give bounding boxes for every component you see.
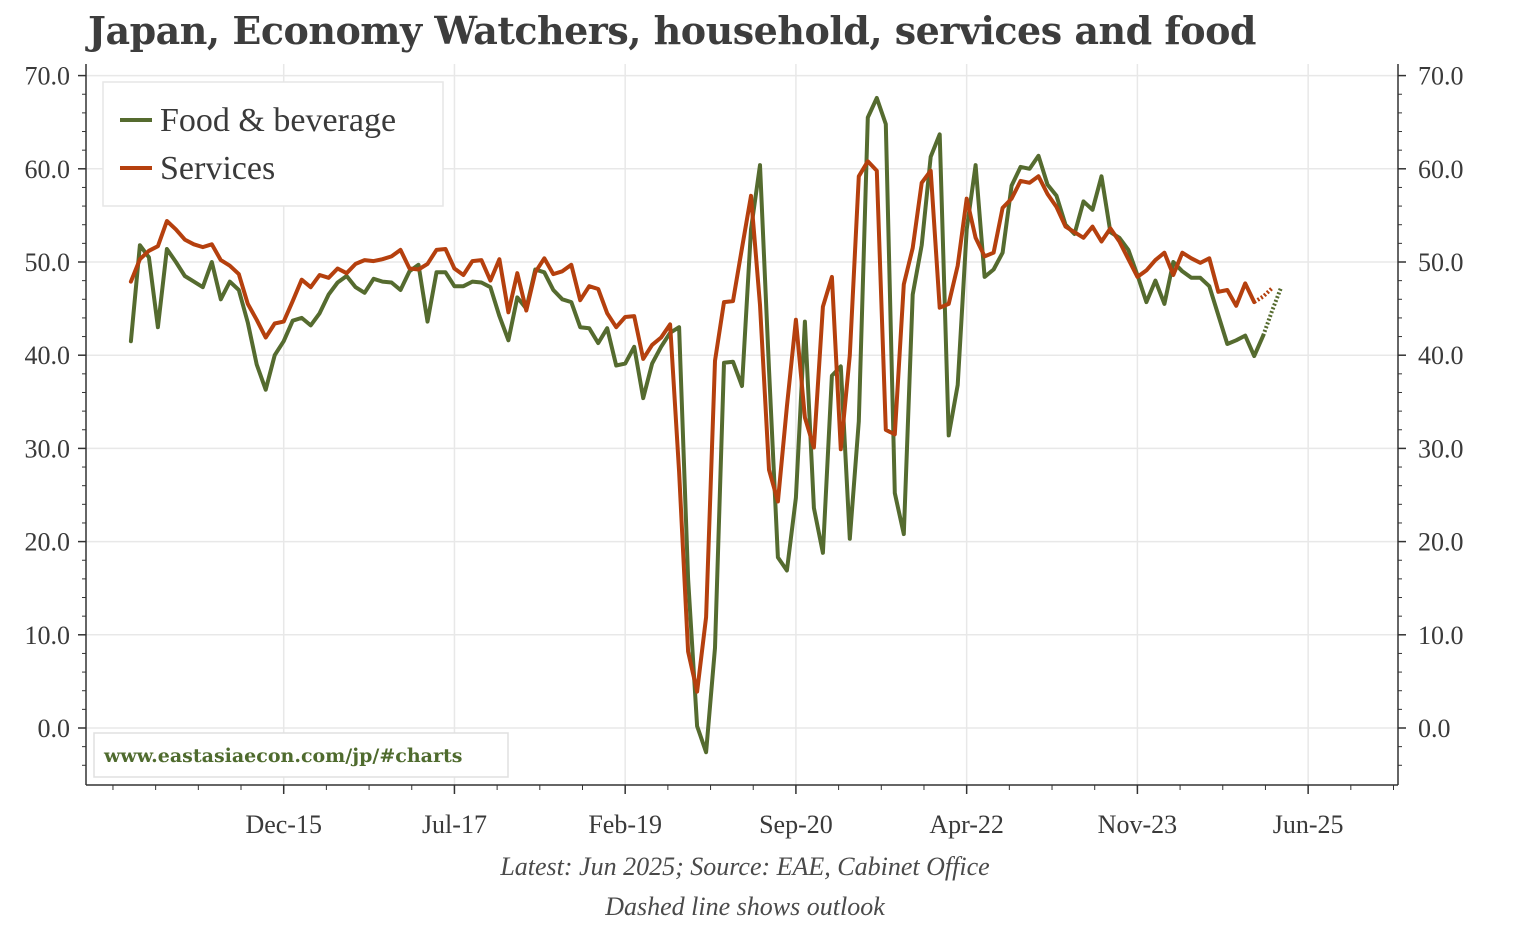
legend: Food & beverage Services bbox=[102, 81, 444, 207]
y-tick-label-left: 60.0 bbox=[25, 155, 71, 184]
y-tick-label-right: 60.0 bbox=[1418, 155, 1464, 184]
series-layer bbox=[128, 96, 1284, 755]
y-tick-label-right: 0.0 bbox=[1418, 714, 1451, 743]
x-tick-label: Nov-23 bbox=[1098, 810, 1177, 839]
y-tick-label-right: 50.0 bbox=[1418, 248, 1464, 277]
watermark-frame bbox=[93, 732, 509, 778]
grid-lines bbox=[86, 64, 1398, 785]
y-tick-label-left: 20.0 bbox=[25, 528, 71, 557]
y-tick-label-right: 10.0 bbox=[1418, 621, 1464, 650]
x-tick-label: Apr-22 bbox=[929, 810, 1004, 839]
y-tick-label-left: 50.0 bbox=[25, 248, 71, 277]
x-tick-label: Dec-15 bbox=[245, 810, 322, 839]
y-tick-label-left: 40.0 bbox=[25, 341, 71, 370]
footnote-source: Latest: Jun 2025; Source: EAE, Cabinet O… bbox=[500, 852, 990, 881]
y-tick-label-right: 70.0 bbox=[1418, 62, 1464, 91]
y-tick-label-left: 30.0 bbox=[25, 434, 71, 463]
watermark: www.eastasiaecon.com/jp/#charts bbox=[103, 745, 462, 767]
legend-label-food: Food & beverage bbox=[160, 102, 396, 139]
x-tick-label: Feb-19 bbox=[588, 810, 662, 839]
watermark-box: www.eastasiaecon.com/jp/#charts bbox=[93, 732, 509, 778]
footnote-outlook: Dashed line shows outlook bbox=[605, 892, 885, 921]
x-tick-label: Sep-20 bbox=[759, 810, 833, 839]
axes: 0.0 0.0 10.0 10.0 20.0 20.0 30.0 30.0 40.0 40.0 50… bbox=[25, 62, 1464, 839]
y-tick-label-left: 0.0 bbox=[38, 714, 71, 743]
y-tick-label-left: 70.0 bbox=[25, 62, 71, 91]
legend-label-services: Services bbox=[160, 150, 275, 187]
y-tick-label-left: 10.0 bbox=[25, 621, 71, 650]
x-tick-label: Jul-17 bbox=[422, 810, 487, 839]
series-line-services bbox=[128, 159, 1257, 694]
legend-box bbox=[102, 81, 444, 207]
y-tick-label-right: 20.0 bbox=[1418, 528, 1464, 557]
y-tick-label-right: 30.0 bbox=[1418, 434, 1464, 463]
series-outlook-food bbox=[1261, 286, 1284, 337]
y-tick-label-right: 40.0 bbox=[1418, 341, 1464, 370]
x-tick-label: Jun-25 bbox=[1273, 810, 1344, 839]
chart-title: Japan, Economy Watchers, household, serv… bbox=[88, 8, 1257, 53]
